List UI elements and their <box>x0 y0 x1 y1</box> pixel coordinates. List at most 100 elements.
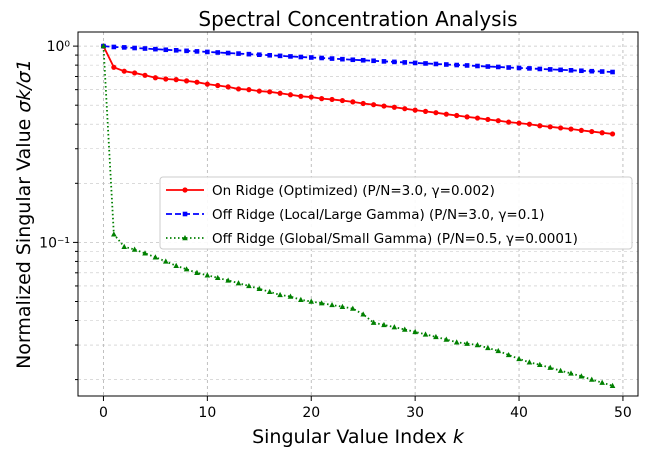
data-point <box>578 127 584 134</box>
x-tick-label: 30 <box>406 405 424 421</box>
data-point <box>214 274 221 281</box>
data-point <box>391 104 397 110</box>
data-point <box>505 351 512 358</box>
data-point <box>495 347 502 354</box>
data-point <box>246 87 252 93</box>
data-point <box>444 62 449 67</box>
legend-box <box>159 176 633 250</box>
data-point <box>277 291 283 298</box>
data-point <box>588 376 595 382</box>
data-point <box>173 262 179 268</box>
data-point <box>537 66 543 72</box>
data-point <box>589 68 595 74</box>
y-tick-label: 10⁰ <box>47 39 71 55</box>
data-point <box>132 70 138 76</box>
data-point <box>173 77 179 83</box>
data-point <box>142 72 148 78</box>
data-point <box>475 63 480 69</box>
data-point <box>453 339 460 345</box>
data-point <box>350 305 356 311</box>
data-point <box>256 52 262 58</box>
data-point <box>381 321 387 328</box>
data-point <box>350 57 356 63</box>
data-point <box>339 97 346 104</box>
data-point <box>547 364 554 370</box>
data-point <box>401 326 408 332</box>
data-point <box>319 96 325 102</box>
data-point <box>485 116 491 123</box>
data-point <box>194 269 200 276</box>
data-point <box>287 92 294 98</box>
data-point <box>225 277 231 283</box>
data-point <box>537 123 543 129</box>
data-point <box>485 344 491 351</box>
data-point <box>153 46 158 52</box>
data-point <box>402 106 408 112</box>
data-point <box>391 324 398 330</box>
y-axis-title: Normalized Singular Value σk/σ1 <box>13 59 35 369</box>
data-point <box>423 61 428 66</box>
data-point <box>350 99 356 105</box>
data-point <box>308 94 314 100</box>
data-point <box>152 75 159 81</box>
data-point <box>454 62 460 68</box>
data-point <box>433 61 439 67</box>
data-point <box>162 258 169 264</box>
data-point <box>215 82 221 89</box>
data-point <box>537 361 543 367</box>
data-point <box>558 67 563 73</box>
data-point <box>225 84 231 90</box>
x-tick-label: 40 <box>510 405 528 421</box>
data-point <box>215 50 221 55</box>
data-point <box>422 108 429 114</box>
data-point <box>266 288 273 295</box>
y-axis-label: Normalized Singular Value <box>13 119 35 369</box>
data-point <box>132 45 137 51</box>
data-point <box>526 121 533 127</box>
data-point <box>329 96 335 103</box>
axis-ticks: 0 10 20 30 40 50 10⁻¹ 10⁰ <box>39 39 632 421</box>
data-point <box>516 65 522 71</box>
data-point <box>568 67 574 73</box>
data-point <box>308 55 314 60</box>
data-point <box>329 56 335 61</box>
legend-marker <box>182 235 188 241</box>
data-point <box>184 48 189 54</box>
data-point <box>235 280 242 286</box>
data-point <box>318 300 325 306</box>
series-2 <box>101 43 615 75</box>
data-point <box>152 254 159 260</box>
data-point <box>516 355 522 362</box>
data-point <box>599 130 605 136</box>
x-tick-label: 50 <box>614 405 632 421</box>
y-tick-label: 10⁻¹ <box>39 235 70 251</box>
data-point <box>506 65 511 70</box>
data-point <box>527 66 532 71</box>
data-point <box>579 68 584 74</box>
legend-label: Off Ridge (Global/Small Gamma) (P/N=0.5,… <box>212 231 578 247</box>
data-point <box>360 100 366 107</box>
data-point <box>433 333 439 340</box>
data-point <box>474 342 481 348</box>
data-point <box>204 272 211 278</box>
data-point <box>288 54 293 59</box>
data-point <box>599 69 605 74</box>
data-point <box>589 128 595 135</box>
data-point <box>547 67 553 72</box>
data-point <box>256 88 262 94</box>
data-point <box>205 49 210 55</box>
data-point <box>464 114 470 120</box>
data-point <box>246 282 252 289</box>
x-tick-label: 10 <box>198 405 216 421</box>
x-axis-var: k <box>453 426 465 448</box>
data-point <box>183 78 190 84</box>
data-point <box>235 86 242 92</box>
data-point <box>236 51 241 56</box>
x-axis-label: Singular Value Index <box>252 426 447 448</box>
data-point <box>329 301 335 308</box>
data-point <box>443 336 450 342</box>
data-point <box>547 124 553 130</box>
data-point <box>454 112 460 119</box>
legend-marker <box>182 211 188 217</box>
data-point <box>142 250 148 256</box>
